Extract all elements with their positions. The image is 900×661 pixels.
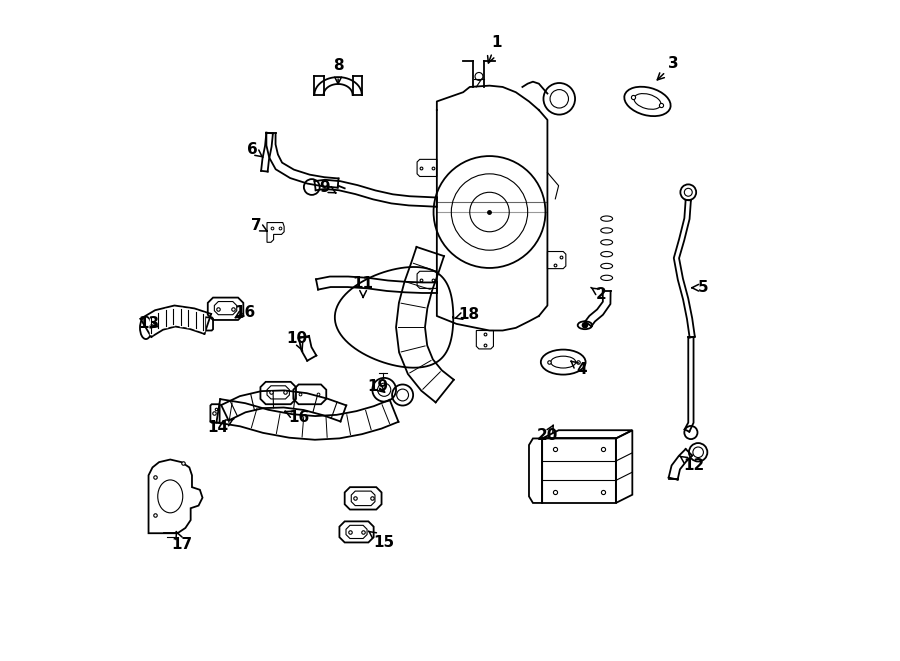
Text: 16: 16 bbox=[285, 410, 310, 425]
Circle shape bbox=[581, 322, 589, 329]
Text: 9: 9 bbox=[320, 180, 336, 194]
Text: 8: 8 bbox=[333, 58, 344, 84]
Text: 14: 14 bbox=[208, 418, 234, 436]
Text: 16: 16 bbox=[234, 305, 256, 319]
Text: 11: 11 bbox=[353, 276, 374, 297]
Text: 10: 10 bbox=[287, 331, 308, 351]
Text: 7: 7 bbox=[250, 217, 267, 233]
Text: 6: 6 bbox=[248, 142, 263, 157]
Text: 1: 1 bbox=[488, 34, 501, 63]
Text: 12: 12 bbox=[680, 456, 704, 473]
Text: 18: 18 bbox=[454, 307, 479, 321]
Text: 2: 2 bbox=[591, 287, 607, 302]
Text: 17: 17 bbox=[171, 531, 192, 552]
Text: 5: 5 bbox=[692, 280, 708, 295]
Text: 3: 3 bbox=[657, 56, 680, 80]
Text: 19: 19 bbox=[367, 379, 388, 394]
Text: 4: 4 bbox=[571, 361, 587, 377]
Text: 20: 20 bbox=[536, 425, 558, 444]
Text: 13: 13 bbox=[138, 317, 159, 331]
Text: 15: 15 bbox=[368, 531, 395, 550]
